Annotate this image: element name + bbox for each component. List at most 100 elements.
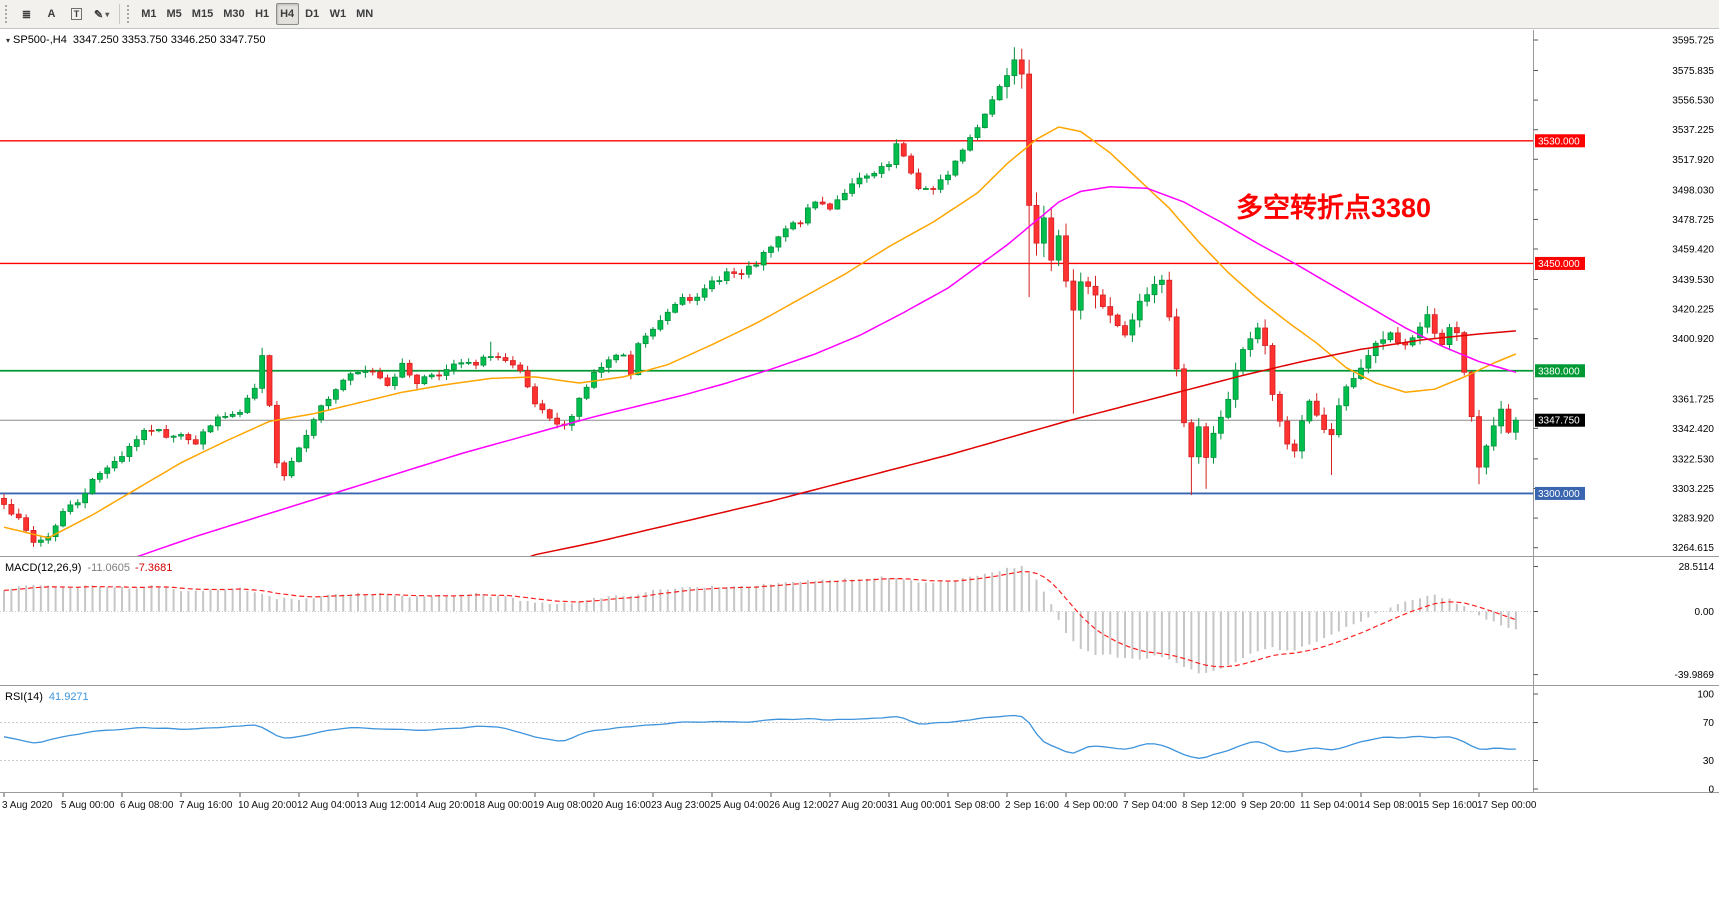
- svg-text:3498.030: 3498.030: [1672, 185, 1714, 196]
- rsi-axis: 100 70 30 0: [1533, 690, 1715, 796]
- pencil-icon: ✎: [94, 8, 104, 21]
- symbol-dropdown-icon[interactable]: ▾: [6, 36, 11, 45]
- toolbar-grip[interactable]: [5, 5, 9, 23]
- svg-text:7 Sep 04:00: 7 Sep 04:00: [1123, 800, 1177, 811]
- macd-name: MACD(12,26,9): [5, 562, 82, 574]
- rsi-value: 41.9271: [48, 691, 89, 703]
- svg-text:3556.530: 3556.530: [1672, 96, 1714, 107]
- svg-text:3575.835: 3575.835: [1672, 66, 1714, 77]
- macd-signal-line: [3, 570, 1517, 668]
- svg-text:5 Aug 00:00: 5 Aug 00:00: [61, 800, 115, 811]
- svg-text:100: 100: [1697, 690, 1714, 701]
- chart-ohlc-header: ▾ SP500-,H4 3347.250 3353.750 3346.250 334…: [6, 34, 266, 46]
- ma-slow-line: [529, 330, 1516, 556]
- svg-text:3 Aug 2020: 3 Aug 2020: [2, 800, 53, 811]
- timeframe-button-M30[interactable]: M30: [219, 3, 248, 25]
- level-price-flag: 3380.000: [1535, 364, 1585, 378]
- svg-text:18 Aug 00:00: 18 Aug 00:00: [474, 800, 533, 811]
- svg-text:27 Aug 20:00: 27 Aug 20:00: [828, 800, 887, 811]
- svg-text:26 Aug 12:00: 26 Aug 12:00: [769, 800, 828, 811]
- svg-text:11 Sep 04:00: 11 Sep 04:00: [1300, 800, 1359, 811]
- svg-text:15 Sep 16:00: 15 Sep 16:00: [1418, 800, 1478, 811]
- chart-annotation: 多空转折点3380: [1236, 193, 1432, 223]
- svg-text:3322.530: 3322.530: [1672, 454, 1714, 465]
- timeframe-button-M5[interactable]: M5: [163, 3, 186, 25]
- current-price-flag: 3347.750: [1535, 413, 1585, 427]
- svg-text:3459.420: 3459.420: [1672, 244, 1714, 255]
- ma-medium-line: [136, 186, 1517, 556]
- svg-text:3439.530: 3439.530: [1672, 275, 1714, 286]
- rsi-line: [3, 714, 1516, 759]
- timeframe-button-W1[interactable]: W1: [326, 3, 351, 25]
- objects-list-button[interactable]: ≣: [15, 3, 38, 25]
- svg-text:3300.000: 3300.000: [1538, 489, 1580, 500]
- timeframe-button-M15[interactable]: M15: [188, 3, 217, 25]
- svg-text:19 Aug 08:00: 19 Aug 08:00: [533, 800, 592, 811]
- timeframe-group: M1 M5 M15 M30 H1 H4 D1 W1 MN: [136, 3, 378, 25]
- toolbar-grip-timeframes[interactable]: [127, 5, 131, 23]
- svg-text:17 Sep 00:00: 17 Sep 00:00: [1477, 800, 1537, 811]
- rsi-name: RSI(14): [5, 691, 43, 703]
- macd-axis: 28.5114 0.00 -39.9869: [1533, 562, 1715, 681]
- svg-text:13 Aug 12:00: 13 Aug 12:00: [356, 800, 415, 811]
- drawing-tools-group: ≣ A T ✎ ▾: [14, 3, 114, 25]
- text-label-button[interactable]: A: [40, 3, 63, 25]
- price-axis: 3595.725 3575.835 3556.530 3537.225 3517.920…: [1533, 36, 1714, 554]
- timeframe-button-H4[interactable]: H4: [275, 3, 299, 25]
- ohlc-values: 3347.250 3353.750 3346.250 3347.750: [72, 34, 266, 46]
- timeframe-button-M1[interactable]: M1: [137, 3, 160, 25]
- svg-text:28.5114: 28.5114: [1679, 562, 1715, 573]
- svg-text:3264.615: 3264.615: [1672, 543, 1714, 554]
- svg-text:-39.9869: -39.9869: [1675, 670, 1715, 681]
- svg-text:3537.225: 3537.225: [1672, 125, 1714, 136]
- svg-text:3450.000: 3450.000: [1538, 259, 1580, 270]
- main-toolbar: ≣ A T ✎ ▾ M1 M5 M15 M30 H1 H4 D1 W1 MN: [0, 0, 1719, 29]
- timeframe-button-D1[interactable]: D1: [301, 3, 324, 25]
- svg-text:70: 70: [1703, 718, 1715, 729]
- svg-text:3342.420: 3342.420: [1672, 424, 1714, 435]
- main-price-panel: [0, 47, 1533, 556]
- svg-text:12 Aug 04:00: 12 Aug 04:00: [297, 800, 356, 811]
- svg-text:3361.725: 3361.725: [1672, 394, 1714, 405]
- svg-text:23 Aug 23:00: 23 Aug 23:00: [651, 800, 710, 811]
- symbol-name: SP500-,H4: [13, 34, 67, 46]
- list-icon: ≣: [21, 8, 32, 21]
- ma-fast-line: [3, 126, 1517, 539]
- macd-histogram: [3, 565, 1517, 674]
- svg-text:20 Aug 16:00: 20 Aug 16:00: [592, 800, 651, 811]
- level-price-flag: 3300.000: [1535, 486, 1585, 500]
- timeframe-button-MN[interactable]: MN: [352, 3, 377, 25]
- macd-main-value: -11.0605: [87, 562, 131, 574]
- svg-text:3380.000: 3380.000: [1538, 366, 1580, 377]
- svg-text:3478.725: 3478.725: [1672, 215, 1714, 226]
- rsi-panel: [0, 714, 1533, 761]
- svg-text:7 Aug 16:00: 7 Aug 16:00: [179, 800, 233, 811]
- svg-text:9 Sep 20:00: 9 Sep 20:00: [1241, 800, 1295, 811]
- rsi-indicator-label: RSI(14) 41.9271: [5, 691, 89, 703]
- timeframe-button-H1[interactable]: H1: [251, 3, 274, 25]
- svg-text:3420.225: 3420.225: [1672, 305, 1714, 316]
- text-box-button[interactable]: T: [65, 3, 88, 25]
- svg-text:4 Sep 00:00: 4 Sep 00:00: [1064, 800, 1118, 811]
- candlesticks: [1, 47, 1519, 547]
- macd-signal-value: -7.3681: [135, 562, 173, 574]
- svg-text:14 Aug 20:00: 14 Aug 20:00: [415, 800, 474, 811]
- svg-text:0.00: 0.00: [1695, 607, 1715, 618]
- svg-text:31 Aug 00:00: 31 Aug 00:00: [887, 800, 946, 811]
- letter-a-icon: A: [47, 8, 56, 20]
- svg-text:8 Sep 12:00: 8 Sep 12:00: [1182, 800, 1236, 811]
- svg-text:3400.920: 3400.920: [1672, 334, 1714, 345]
- svg-text:25 Aug 04:00: 25 Aug 04:00: [710, 800, 769, 811]
- svg-text:3595.725: 3595.725: [1672, 36, 1714, 47]
- svg-text:3283.920: 3283.920: [1672, 514, 1714, 525]
- svg-text:10 Aug 20:00: 10 Aug 20:00: [238, 800, 297, 811]
- svg-text:3303.225: 3303.225: [1672, 484, 1714, 495]
- time-axis: 3 Aug 2020 5 Aug 00:00 6 Aug 08:00 7 Aug 16…: [2, 793, 1537, 811]
- text-box-icon: T: [70, 8, 83, 20]
- draw-tools-button[interactable]: ✎ ▾: [90, 3, 113, 25]
- svg-text:3517.920: 3517.920: [1672, 155, 1714, 166]
- level-price-flag: 3450.000: [1535, 256, 1585, 270]
- level-price-flag: 3530.000: [1535, 134, 1585, 148]
